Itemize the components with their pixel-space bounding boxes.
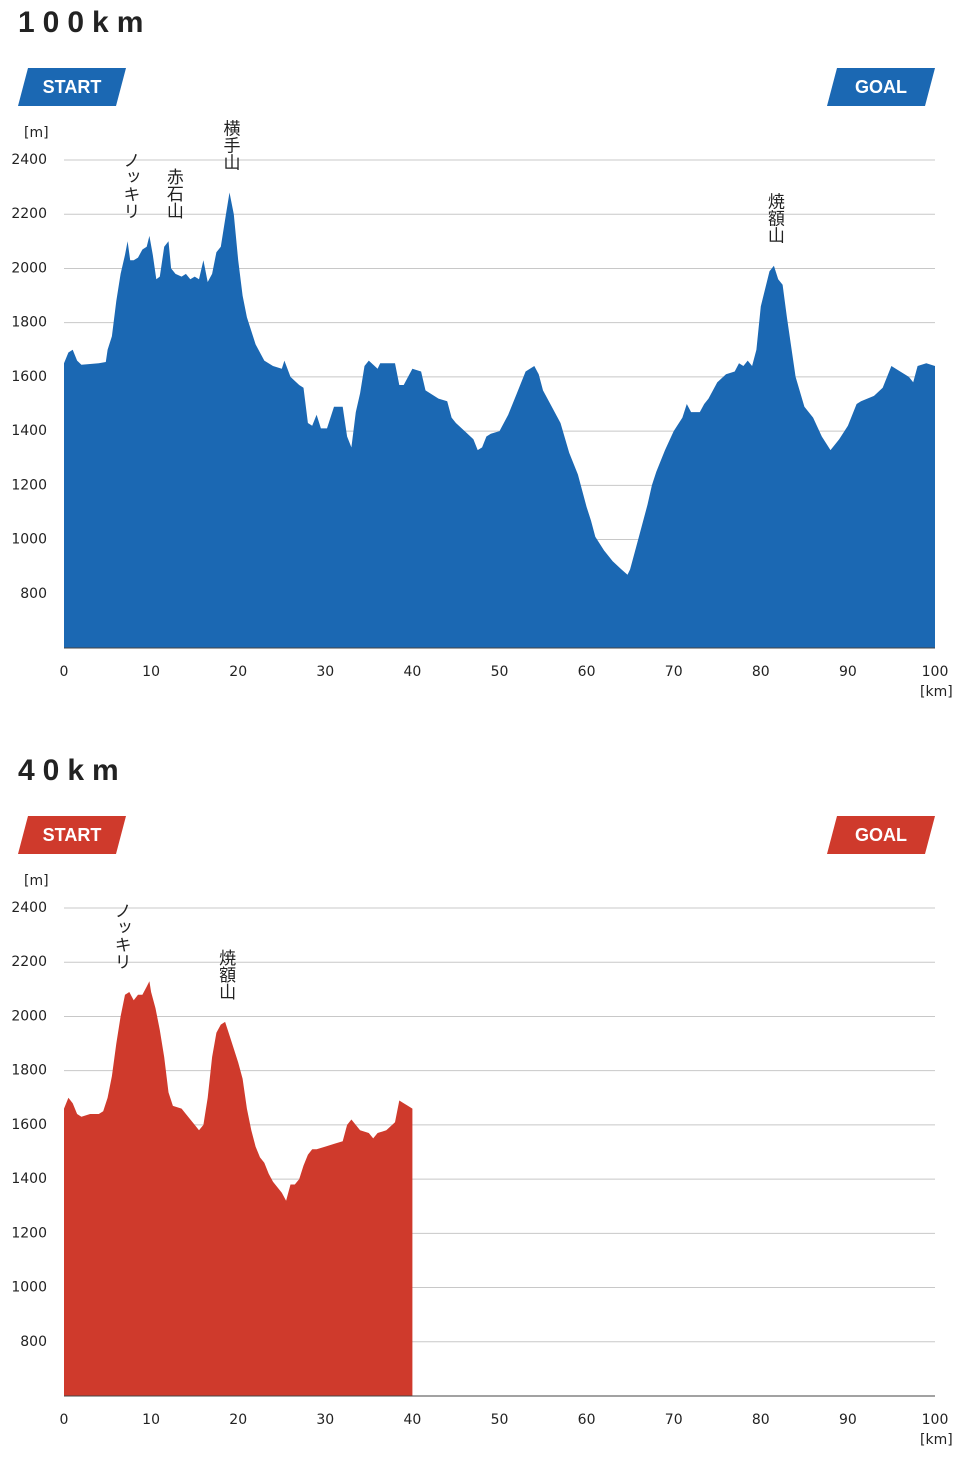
y-tick-label: 1200 <box>11 1225 47 1241</box>
peak-label: 横手山 <box>219 119 240 170</box>
peak-label: ノッキリ <box>119 151 139 219</box>
x-tick-label: 60 <box>578 1412 596 1428</box>
x-tick-label: 30 <box>316 1412 334 1428</box>
start-label: START <box>43 825 102 845</box>
x-tick-label: 80 <box>752 1412 770 1428</box>
x-tick-label: 70 <box>665 1412 683 1428</box>
x-tick-label: 70 <box>665 664 683 680</box>
y-tick-label: 2200 <box>11 954 47 970</box>
y-tick-label: 1000 <box>11 1280 47 1296</box>
x-tick-label: 90 <box>839 664 857 680</box>
y-tick-label: 2000 <box>11 260 47 276</box>
y-tick-label: 800 <box>20 586 47 602</box>
peak-label: 赤石山 <box>163 168 184 219</box>
start-banner <box>18 68 126 106</box>
y-tick-label: 2000 <box>11 1008 47 1024</box>
x-tick-label: 40 <box>403 1412 421 1428</box>
goal-label: GOAL <box>855 77 907 97</box>
elevation-area <box>64 981 413 1396</box>
x-axis-label: [km] <box>920 1432 953 1448</box>
x-tick-label: 40 <box>403 664 421 680</box>
y-tick-label: 1200 <box>11 477 47 493</box>
x-tick-label: 100 <box>922 664 949 680</box>
y-tick-label: 1800 <box>11 315 47 331</box>
goal-banner <box>827 816 935 854</box>
x-tick-label: 0 <box>60 1412 69 1428</box>
chart-title: 40km <box>18 754 127 787</box>
x-tick-label: 80 <box>752 664 770 680</box>
chart-title: 100km <box>18 6 151 39</box>
y-tick-label: 1400 <box>11 1171 47 1187</box>
y-axis-label: [m] <box>24 873 49 889</box>
y-tick-label: 1800 <box>11 1063 47 1079</box>
goal-label: GOAL <box>855 825 907 845</box>
x-tick-label: 30 <box>316 664 334 680</box>
x-tick-label: 50 <box>491 1412 509 1428</box>
x-tick-label: 20 <box>229 1412 247 1428</box>
y-tick-label: 2400 <box>11 152 47 168</box>
x-tick-label: 60 <box>578 664 596 680</box>
x-tick-label: 0 <box>60 664 69 680</box>
x-tick-label: 100 <box>922 1412 949 1428</box>
y-tick-label: 1600 <box>11 369 47 385</box>
y-tick-label: 1000 <box>11 532 47 548</box>
goal-banner <box>827 68 935 106</box>
y-tick-label: 2400 <box>11 900 47 916</box>
peak-label: 焼額山 <box>764 193 785 244</box>
y-tick-label: 1400 <box>11 423 47 439</box>
x-tick-label: 10 <box>142 664 160 680</box>
peak-label: ノッキリ <box>111 902 131 970</box>
x-tick-label: 10 <box>142 1412 160 1428</box>
y-axis-label: [m] <box>24 125 49 141</box>
x-tick-label: 20 <box>229 664 247 680</box>
y-tick-label: 2200 <box>11 206 47 222</box>
x-tick-label: 90 <box>839 1412 857 1428</box>
start-banner <box>18 816 126 854</box>
start-label: START <box>43 77 102 97</box>
x-tick-label: 50 <box>491 664 509 680</box>
y-tick-label: 800 <box>20 1334 47 1350</box>
y-tick-label: 1600 <box>11 1117 47 1133</box>
peak-label: 焼額山 <box>215 949 236 1000</box>
elevation-area <box>64 192 935 648</box>
x-axis-label: [km] <box>920 684 953 700</box>
